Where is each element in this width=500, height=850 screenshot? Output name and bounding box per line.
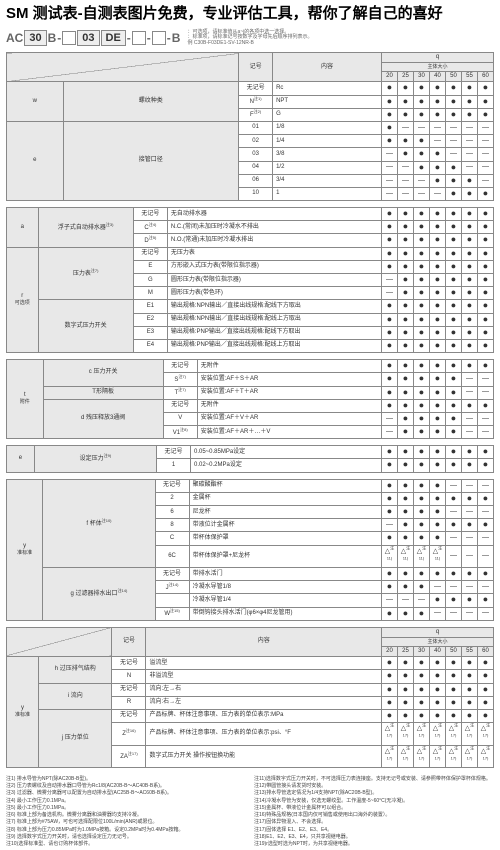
- footnote: 注18)E1、E2、E3、E4，只共享视继电器。: [254, 834, 494, 840]
- footnote: 注11)选择数字式压力开关时，不可选择压力表连接座。支持无记号或安装、请参照带杯…: [254, 776, 494, 782]
- spec-table-e: e设定压力注9)无记号0.05~0.85MPa设定●●●●●●●10.02~0.…: [6, 445, 494, 472]
- footnote: 注8) 标准上部为压力0.85MPa时为1.0MPa按箱。设定0.2MPa时为0…: [6, 827, 246, 833]
- partnum-seg: AC: [6, 31, 23, 45]
- footnote: 注6) 标准上部为备选机构。微雾分离器和油雾器均支持冷凝。: [6, 812, 246, 818]
- footnotes: 注1) 排水导管为NPT(除AC20B-B型)。注2) 压力表螺纹及自动排水器口…: [0, 774, 500, 850]
- spec-table-t: t附件c 压力开关无记号无附件●●●●●●●S注7)安装位置:AF＋S＋AR●●…: [6, 359, 494, 439]
- partnum-seg: -: [147, 31, 151, 45]
- footnote: 注17)固体异物混入、不会选择。: [254, 819, 494, 825]
- page-title: SM 测试表-自测表图片免费，专业评估工具，帮你了解自己的喜好: [0, 0, 500, 28]
- footnote: 注14)冷凝水导管为安装，仅选无螺纹型。工作温度-5~60°C(无冷凝)。: [254, 798, 494, 804]
- footnote: 注2) 压力表螺纹及自动排水器口导管为Rc1/8(AC20B-B～AC40B-B…: [6, 783, 246, 789]
- footnote: 注12)带圆管接头请发货时安装。: [254, 783, 494, 789]
- partnum-seg: 03: [77, 30, 99, 46]
- footnote: 注17)固体选择 E1、E2、E3、E4。: [254, 827, 494, 833]
- partnum-seg: [62, 31, 76, 45]
- footnote: 注9) 选择数字式压力开关时，请也选择设定压力无记号。: [6, 834, 246, 840]
- footnote: 注13)排水导管选定情况为1/4支持NPT(除AC20B-B型)。: [254, 790, 494, 796]
- footnote: 注10)选择标准型、请也订购杯体部件。: [6, 841, 246, 847]
- footnote: 注3) 过滤器、微雾分离器可以配置为自动排水型(AC25B-B～AC60B-B系…: [6, 790, 246, 796]
- spec-table-r: a浮子式自动排水器注3)无记号无自动排水器●●●●●●●C注4)N.C.(常闭)…: [6, 207, 494, 353]
- partnum-seg: B: [48, 31, 57, 45]
- footnote: 注4) 最小工作压力0.1MPa。: [6, 798, 246, 804]
- partnum-seg: -: [127, 31, 131, 45]
- partnum-seg: B: [172, 31, 181, 45]
- part-number-builder: AC30B-03DE---B：可选项，请标准值从a~j的各项中选一选择。：标准项…: [0, 28, 500, 53]
- footnote: 注16)特殊品规格(日本国内仅可销售或使用出口海外的装置）。: [254, 812, 494, 818]
- partnum-note: ：可选项，请标准值从a~j的各项中选一选择。：标准项，请标准记号按数字及字母先后…: [187, 30, 312, 47]
- footnote: 注1) 排水导管为NPT(除AC20B-B型)。: [6, 776, 246, 782]
- partnum-seg: -: [167, 31, 171, 45]
- footnote: 注15)金属杯、带液位计金属杯可以组合。: [254, 805, 494, 811]
- footnote: 注7) 标准上部为#75AW，可也可选择配限位100L/min(ANR)或限位。: [6, 819, 246, 825]
- partnum-seg: DE: [101, 30, 126, 46]
- spec-table-y: y准标准f 杯体注10)无记号聚碳酸酯杯●●●●———2金属杯●●●●●●●6尼…: [6, 479, 494, 621]
- spec-table-2: 记号内容q主体大小20253040505560y准标准h 过压排气结构无记号溢流…: [6, 627, 494, 768]
- partnum-seg: -: [57, 31, 61, 45]
- footnote: 注19)r选型时选为NPT时，为共享视继电器。: [254, 841, 494, 847]
- partnum-seg: [152, 31, 166, 45]
- partnum-seg: [132, 31, 146, 45]
- spec-table-1: 记号内容q主体大小20253040505560w螺纹种类无记号Rc●●●●●●●…: [6, 52, 494, 201]
- partnum-seg: 30: [24, 30, 46, 46]
- footnote: 注5) 最小工作压力0.1MPa。: [6, 805, 246, 811]
